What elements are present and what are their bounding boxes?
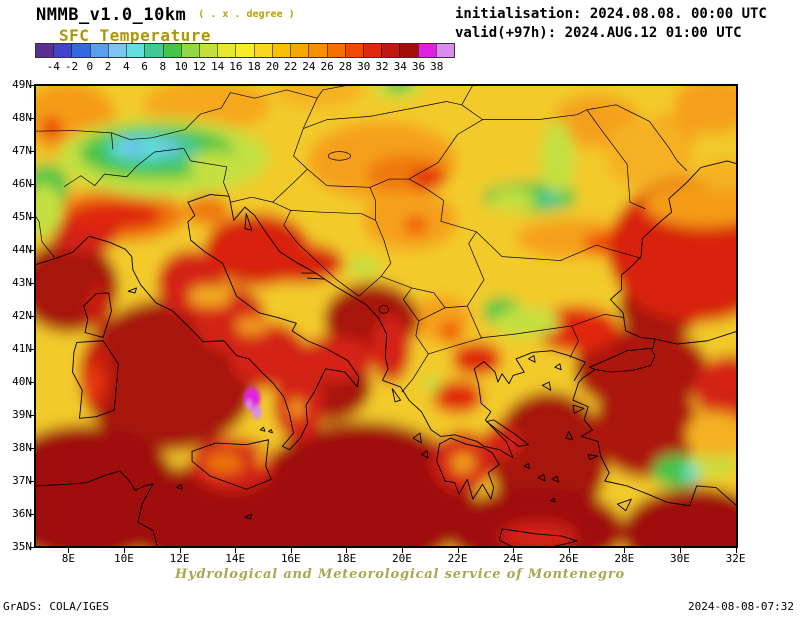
model-title: NMMB_v1.0_10km [36, 5, 187, 25]
lat-axis-label: 46N [12, 177, 32, 190]
colorbar-color-box [362, 44, 382, 57]
lon-axis-label: 14E [225, 552, 246, 565]
plot-subtitle: SFC Temperature [59, 26, 211, 45]
colorbar-tick-label: 8 [159, 60, 167, 73]
valid-time-label: valid(+97h): 2024.AUG.12 01:00 UTC [455, 25, 742, 41]
colorbar-tick-label: 10 [174, 60, 188, 73]
lat-axis-label: 44N [12, 243, 32, 256]
colorbar-color-box [71, 44, 90, 57]
lon-axis-label: 18E [336, 552, 357, 565]
colorbar-color-box [290, 44, 309, 57]
colorbar-color-box [253, 44, 272, 57]
colorbar-color-box [271, 44, 291, 57]
colorbar-tick-label: 16 [229, 60, 243, 73]
colorbar-color-box [326, 44, 345, 57]
lon-axis-label: 20E [392, 552, 412, 565]
lon-axis-label: 24E [503, 552, 524, 565]
colorbar-color-box [180, 44, 199, 57]
colorbar-color-box [36, 44, 54, 57]
colorbar-tick-label: 4 [122, 60, 130, 73]
colorbar-tick-label: 24 [302, 60, 316, 73]
lat-axis-label: 42N [12, 309, 32, 322]
colorbar-tick-label: 2 [104, 60, 112, 73]
lat-axis-label: 47N [12, 144, 32, 157]
colorbar-tick-label: 38 [430, 60, 444, 73]
colorbar-tick-label: 6 [141, 60, 148, 73]
colorbar-color-box [417, 44, 436, 57]
colorbar-color-box [435, 44, 455, 57]
colorbar-color-box [107, 44, 127, 57]
lon-axis-label: 26E [558, 552, 579, 565]
colorbar-tick-label: 26 [320, 60, 334, 73]
lon-axis-label: 32E [725, 552, 746, 565]
colorbar-tick-label: 12 [192, 60, 206, 73]
lon-axis-label: 28E [614, 552, 635, 565]
lon-axis-label: 8E [61, 552, 75, 565]
colorbar-tick-label: -4 [46, 60, 60, 73]
colorbar-tick-label: 0 [86, 60, 94, 73]
lat-axis-label: 49N [12, 78, 32, 91]
colorbar-color-box [53, 44, 72, 57]
colorbar-color-box [162, 44, 181, 57]
colorbar-tick-labels: -4 -2 0 2 4 6 8 10 12 14 16 18 20 22 24 26 28 30 32 34 36 38 [0, 60, 800, 74]
lat-axis-label: 35N [12, 540, 32, 553]
colorbar-color-box [89, 44, 108, 57]
lon-axis-label: 12E [169, 552, 190, 565]
init-time-label: initialisation: 2024.08.08. 00:00 UTC [455, 6, 767, 22]
coastline-layer [35, 161, 737, 547]
border-layer [35, 85, 687, 392]
colorbar-color-box [217, 44, 236, 57]
lat-axis-label: 38N [12, 441, 32, 454]
lon-axis-label: 16E [280, 552, 301, 565]
grads-credit: GrADS: COLA/IGES [3, 600, 109, 613]
colorbar-tick-label: 14 [210, 60, 225, 73]
colorbar-color-box [198, 44, 218, 57]
magenta-hotspot [243, 386, 262, 419]
colorbar-color-box [381, 44, 400, 57]
temperature-field-layer [0, 35, 786, 580]
lat-axis-label: 41N [12, 342, 32, 355]
colorbar-tick-label: -2 [64, 60, 79, 73]
temperature-map-svg [0, 35, 786, 580]
colorbar-color-box [399, 44, 418, 57]
lat-axis-label: 39N [12, 408, 32, 421]
lat-axis-label: 45N [12, 210, 32, 223]
colorbar-color-box [144, 44, 163, 57]
colorbar-tick-label: 36 [411, 60, 426, 73]
header-right: initialisation: 2024.08.08. 00:00 UTC va… [455, 5, 767, 43]
map-frame-border [35, 85, 737, 547]
lat-axis-label: 43N [12, 276, 32, 289]
colorbar-tick-label: 28 [338, 60, 353, 73]
lon-axis-label: 30E [670, 552, 690, 565]
colorbar-color-box [126, 44, 145, 57]
resolution-note: ( . x . degree ) [198, 9, 295, 20]
temperature-colorbar [35, 43, 455, 58]
map-plot-area [0, 35, 786, 580]
colorbar-color-box [344, 44, 363, 57]
lat-axis-label: 48N [12, 111, 32, 124]
lon-axis-label: 22E [447, 552, 468, 565]
lat-axis-label: 40N [12, 375, 32, 388]
colorbar-tick-label: 34 [393, 60, 407, 73]
colorbar-tick-label: 18 [247, 60, 261, 73]
lon-axis-label: 10E [114, 552, 134, 565]
colorbar-color-box [235, 44, 254, 57]
service-credit: Hydrological and Meteorological service … [175, 567, 625, 582]
colorbar-tick-label: 20 [265, 60, 280, 73]
creation-timestamp: 2024-08-08-07:32 [688, 600, 794, 613]
colorbar-color-box [308, 44, 327, 57]
lat-axis-label: 37N [12, 474, 32, 487]
colorbar-tick-label: 32 [375, 60, 389, 73]
colorbar-tick-label: 30 [357, 60, 371, 73]
lat-axis-label: 36N [12, 507, 32, 520]
header-left: NMMB_v1.0_10km ( . x . degree ) [36, 5, 295, 25]
colorbar-tick-label: 22 [284, 60, 298, 73]
